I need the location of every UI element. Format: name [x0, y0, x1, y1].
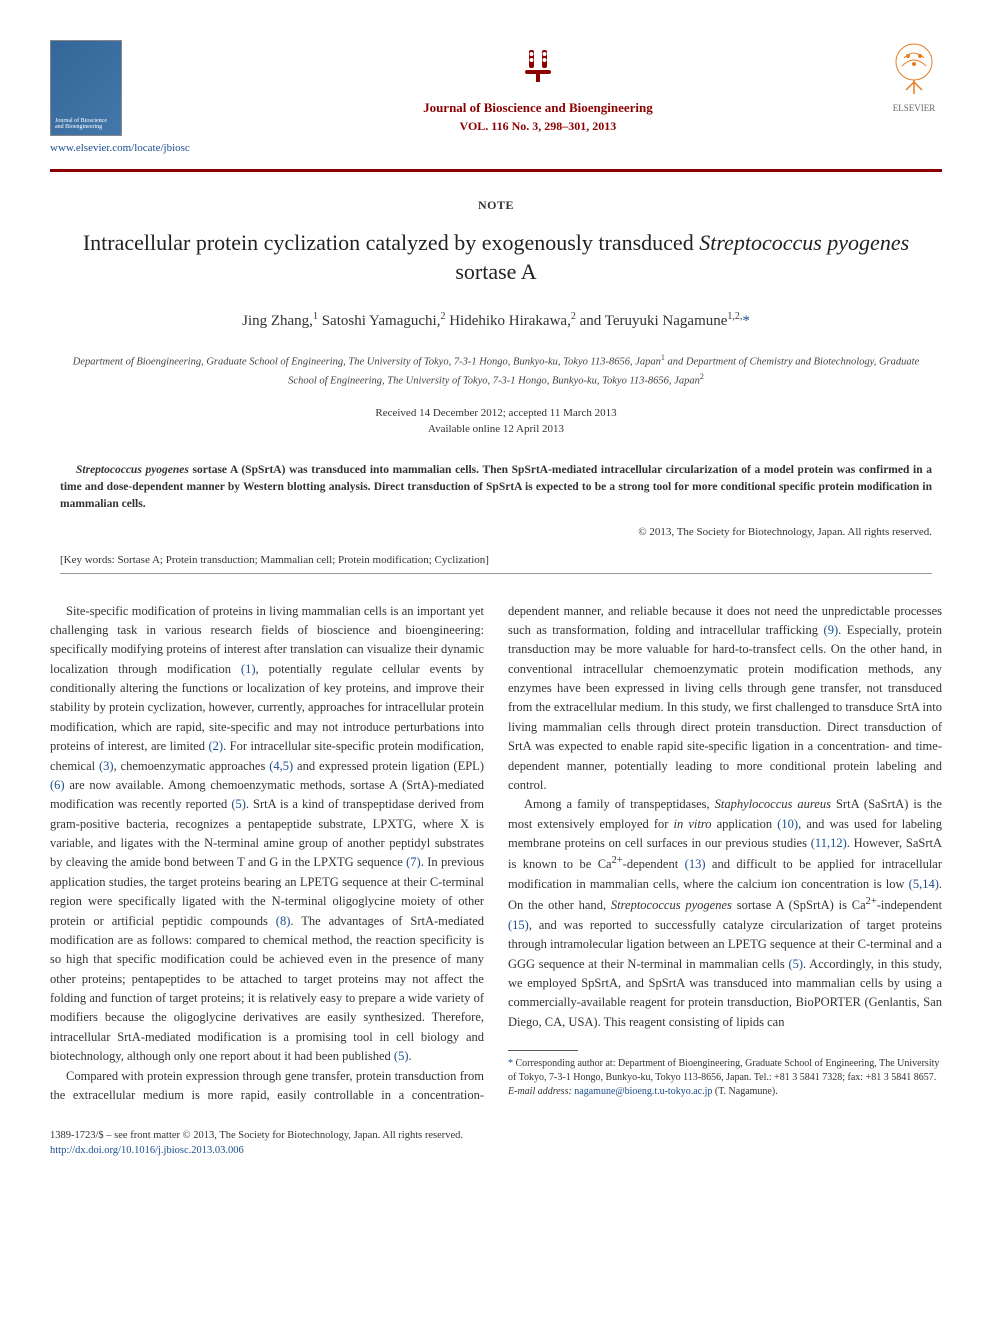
journal-header: Journal of Bioscience and Bioengineering…	[50, 40, 942, 172]
received-date: Received 14 December 2012; accepted 11 M…	[50, 405, 942, 422]
article-title: Intracellular protein cyclization cataly…	[80, 228, 912, 287]
cite-15[interactable]: (15)	[508, 918, 529, 932]
header-left: Journal of Bioscience and Bioengineering…	[50, 40, 190, 157]
abstract-species: Streptococcus pyogenes	[76, 464, 189, 476]
cite-5c[interactable]: (5)	[788, 957, 803, 971]
cite-7[interactable]: (7)	[406, 855, 421, 869]
available-date: Available online 12 April 2013	[50, 421, 942, 438]
locate-link[interactable]: www.elsevier.com/locate/jbiosc	[50, 140, 190, 157]
journal-title: Journal of Bioscience and Bioengineering	[190, 98, 886, 118]
email-link[interactable]: nagamune@bioeng.t.u-tokyo.ac.jp	[574, 1086, 712, 1097]
corresponding-author-footnote: * Corresponding author at: Department of…	[508, 1057, 942, 1099]
authors-text: Jing Zhang,1 Satoshi Yamaguchi,2 Hidehik…	[242, 313, 742, 329]
keywords-line: [Key words: Sortase A; Protein transduct…	[60, 552, 932, 569]
issn-line: 1389-1723/$ – see front matter © 2013, T…	[50, 1129, 942, 1144]
journal-cover-thumbnail[interactable]: Journal of Bioscience and Bioengineering	[50, 40, 122, 136]
article-body: Site-specific modification of proteins i…	[50, 602, 942, 1106]
cite-4-5[interactable]: (4,5)	[269, 759, 293, 773]
journal-logo-icon	[190, 48, 886, 92]
body-para-3: Among a family of transpeptidases, Staph…	[508, 795, 942, 1032]
publisher-logo[interactable]: ELSEVIER	[886, 40, 942, 116]
cite-2[interactable]: (2)	[209, 739, 224, 753]
cite-10[interactable]: (10)	[777, 817, 798, 831]
journal-volume: VOL. 116 No. 3, 298–301, 2013	[190, 117, 886, 135]
cite-5a[interactable]: (5)	[231, 797, 246, 811]
body-para-1: Site-specific modification of proteins i…	[50, 602, 484, 1067]
page-footer: 1389-1723/$ – see front matter © 2013, T…	[50, 1129, 942, 1158]
authors-line: Jing Zhang,1 Satoshi Yamaguchi,2 Hidehik…	[50, 309, 942, 333]
keywords-label: [Key words:	[60, 554, 115, 566]
cite-13[interactable]: (13)	[685, 858, 706, 872]
corresponding-star-icon[interactable]: *	[742, 313, 750, 329]
email-label: E-mail address:	[508, 1086, 572, 1097]
email-suffix: (T. Nagamune).	[712, 1086, 777, 1097]
article-type-label: NOTE	[50, 196, 942, 214]
abstract-text: sortase A (SpSrtA) was transduced into m…	[60, 464, 932, 511]
keywords-divider	[60, 573, 932, 574]
title-species: Streptococcus pyogenes	[699, 230, 909, 255]
title-part-1: Intracellular protein cyclization cataly…	[83, 230, 699, 255]
cite-9[interactable]: (9)	[824, 623, 839, 637]
footnote-divider	[508, 1050, 578, 1051]
cite-11-12[interactable]: (11,12)	[811, 836, 847, 850]
journal-center-block: Journal of Bioscience and Bioengineering…	[190, 40, 886, 135]
abstract: Streptococcus pyogenes sortase A (SpSrtA…	[60, 462, 932, 514]
elsevier-tree-icon	[886, 40, 942, 100]
cite-1[interactable]: (1)	[241, 662, 256, 676]
affiliations: Department of Bioengineering, Graduate S…	[70, 352, 922, 388]
cover-text: Journal of Bioscience and Bioengineering	[55, 118, 117, 131]
cite-3[interactable]: (3)	[99, 759, 114, 773]
cite-8[interactable]: (8)	[276, 914, 291, 928]
doi-link[interactable]: http://dx.doi.org/10.1016/j.jbiosc.2013.…	[50, 1145, 244, 1156]
publisher-name: ELSEVIER	[886, 102, 942, 116]
article-dates: Received 14 December 2012; accepted 11 M…	[50, 405, 942, 438]
cite-6[interactable]: (6)	[50, 778, 65, 792]
cite-5-14[interactable]: (5,14)	[909, 877, 939, 891]
footnote-text: Corresponding author at: Department of B…	[508, 1058, 939, 1083]
title-part-2: sortase A	[455, 259, 536, 284]
copyright-line: © 2013, The Society for Biotechnology, J…	[60, 524, 932, 541]
keywords-text: Sortase A; Protein transduction; Mammali…	[115, 554, 489, 566]
cite-5b[interactable]: (5)	[394, 1049, 409, 1063]
